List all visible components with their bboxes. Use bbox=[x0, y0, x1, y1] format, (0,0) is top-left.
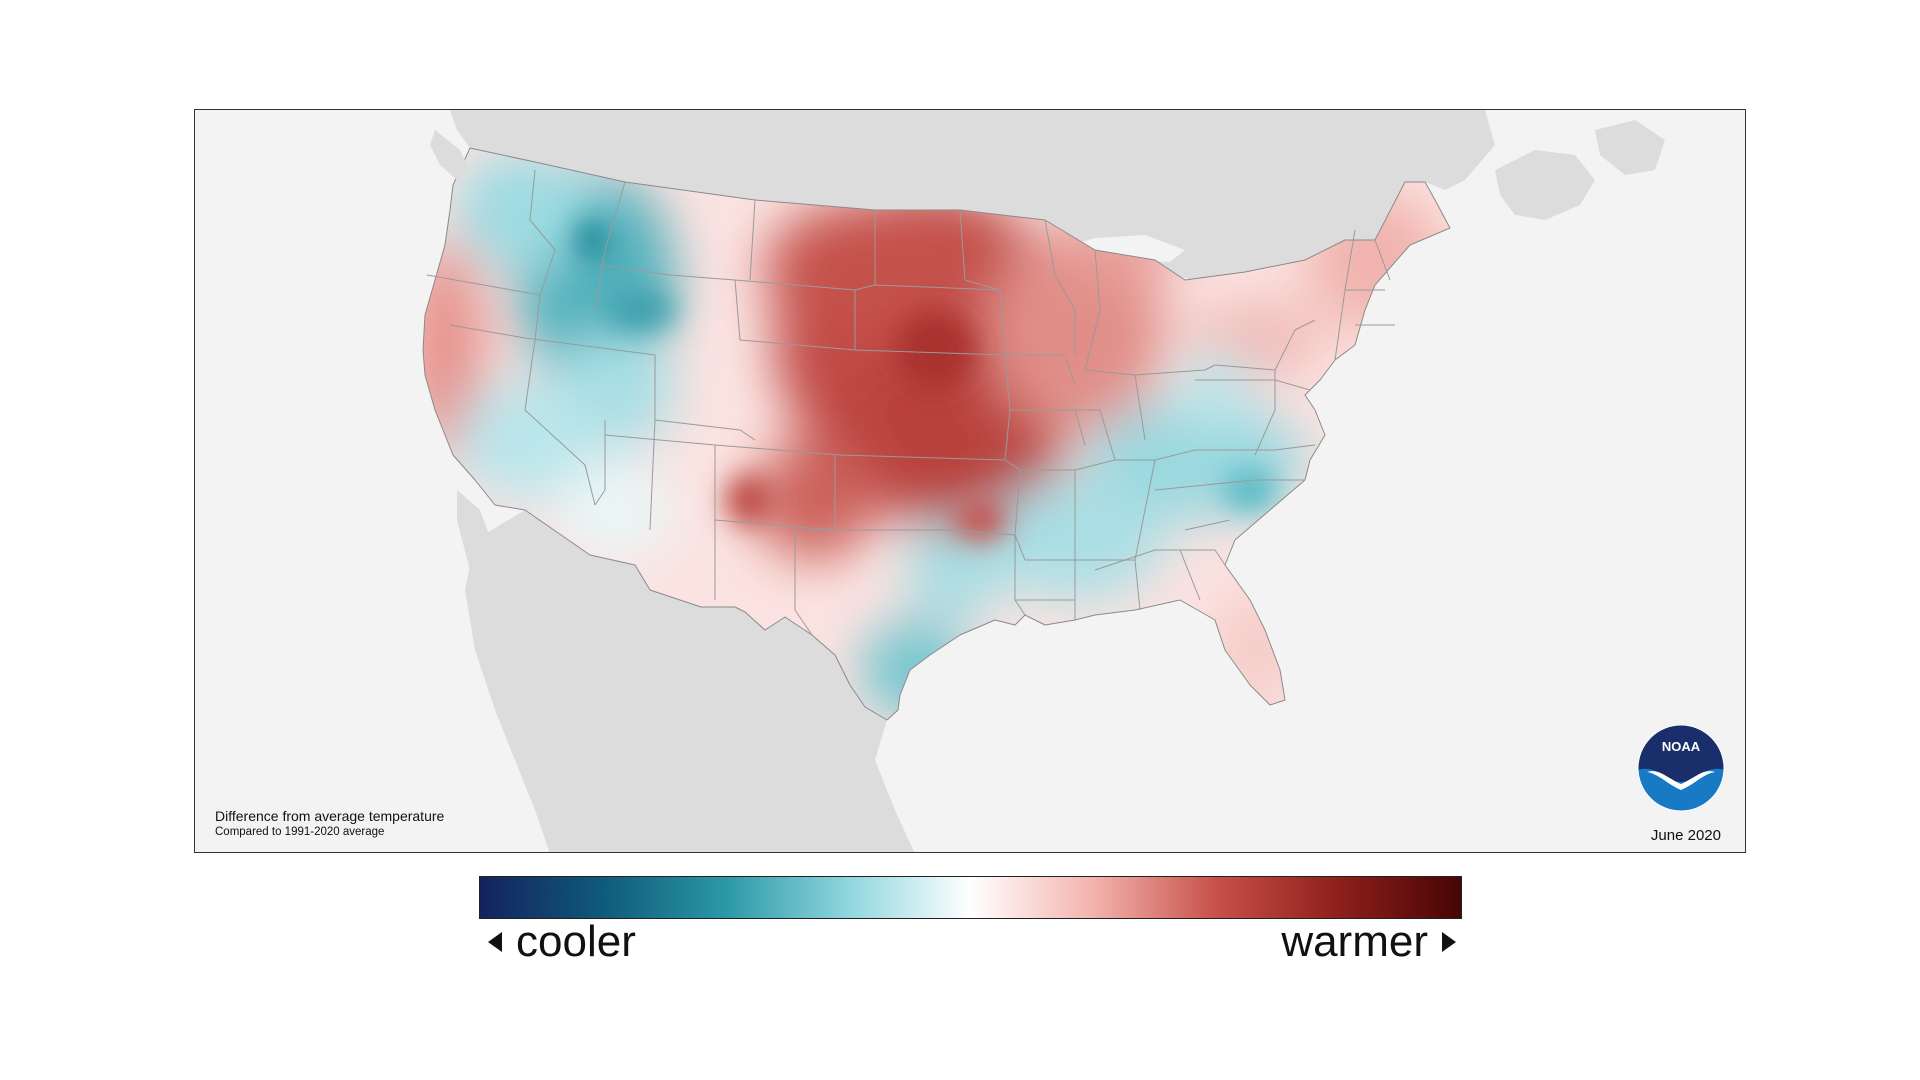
arrow-left-icon bbox=[488, 932, 502, 952]
arrow-right-icon bbox=[1442, 932, 1456, 952]
caption-subtitle: Compared to 1991-2020 average bbox=[215, 826, 385, 838]
map-date: June 2020 bbox=[1650, 827, 1721, 844]
legend-warmer-label: warmer bbox=[1281, 917, 1428, 966]
baja-california bbox=[457, 490, 605, 852]
canada-landmass bbox=[450, 110, 1495, 280]
us-temperature-map bbox=[195, 110, 1745, 852]
state-borders bbox=[422, 147, 1451, 721]
maritime-islands bbox=[1495, 150, 1595, 220]
legend-cooler-label: cooler bbox=[516, 917, 636, 966]
legend-colorbar bbox=[479, 876, 1462, 919]
vancouver-island bbox=[430, 130, 470, 180]
noaa-logo-text: NOAA bbox=[1662, 739, 1701, 754]
caption-title: Difference from average temperature bbox=[215, 808, 445, 824]
legend-warmer: warmer bbox=[1281, 917, 1456, 967]
legend-cooler: cooler bbox=[488, 917, 636, 967]
mexico-landmass bbox=[465, 510, 915, 852]
maritime-islands-2 bbox=[1595, 120, 1665, 175]
map-panel: Difference from average temperature Comp… bbox=[194, 109, 1746, 853]
noaa-logo: NOAA bbox=[1637, 724, 1725, 812]
map-caption: Difference from average temperature Comp… bbox=[215, 807, 444, 840]
